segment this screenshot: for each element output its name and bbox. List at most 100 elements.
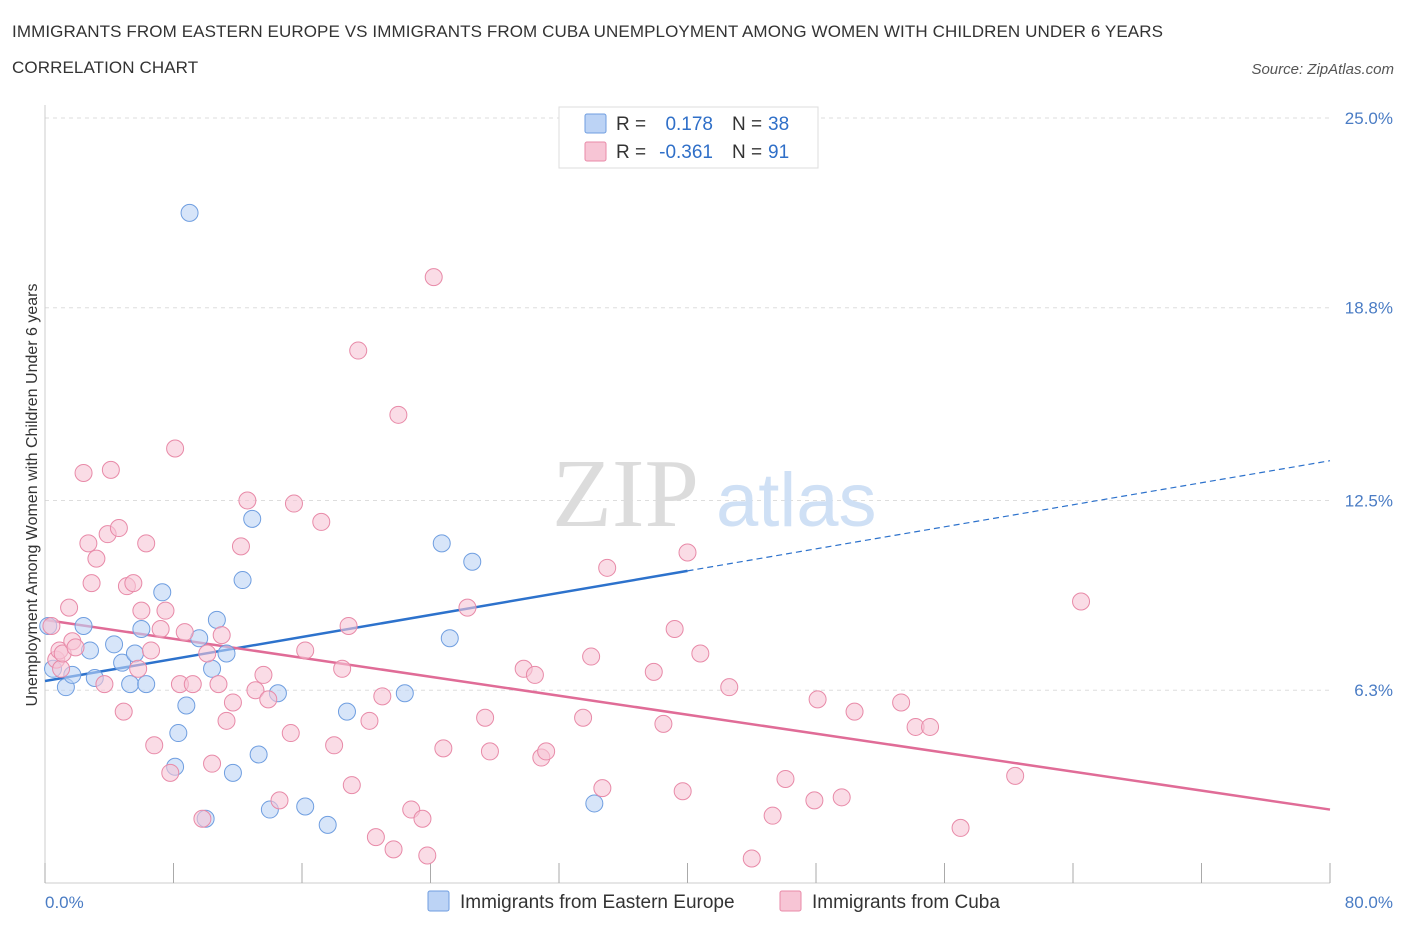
point-cuba-54 xyxy=(366,828,385,847)
trend-line-blue xyxy=(44,569,688,683)
point-eastern-europe-30 xyxy=(318,815,337,834)
point-eastern-europe-35 xyxy=(463,552,482,571)
point-cuba-20 xyxy=(132,601,151,620)
point-cuba-46 xyxy=(296,641,315,660)
chart-title: IMMIGRANTS FROM EASTERN EUROPE VS IMMIGR… xyxy=(12,22,1164,77)
point-cuba-88 xyxy=(892,693,911,712)
data-points xyxy=(39,124,1091,868)
point-eastern-europe-31 xyxy=(337,702,356,721)
point-eastern-europe-8 xyxy=(113,653,132,672)
point-cuba-38 xyxy=(231,537,250,556)
point-cuba-84 xyxy=(805,791,824,810)
point-cuba-11 xyxy=(87,549,106,568)
point-cuba-40 xyxy=(246,681,265,700)
point-cuba-44 xyxy=(281,724,300,743)
point-cuba-47 xyxy=(312,512,331,531)
point-eastern-europe-24 xyxy=(233,571,252,590)
point-cuba-22 xyxy=(142,641,161,660)
legend-n-label-2: N = xyxy=(732,142,762,163)
point-cuba-12 xyxy=(95,675,114,694)
chart-source: Source: ZipAtlas.com xyxy=(1251,61,1394,78)
point-cuba-3 xyxy=(52,659,71,678)
point-eastern-europe-34 xyxy=(440,629,459,648)
x-axis-ticks xyxy=(44,863,1331,883)
point-cuba-41 xyxy=(254,665,273,684)
point-cuba-7 xyxy=(66,638,85,657)
y-axis-label: Unemployment Among Women with Children U… xyxy=(24,283,41,706)
trend-line-blue-projection xyxy=(687,460,1331,572)
watermark-atlas: atlas xyxy=(716,458,877,543)
point-eastern-europe-16 xyxy=(177,696,196,715)
point-cuba-24 xyxy=(151,620,170,639)
point-cuba-57 xyxy=(389,405,408,424)
legend-n-label-1: N = xyxy=(732,114,762,135)
point-cuba-32 xyxy=(198,644,217,663)
legend-swatch-blue xyxy=(584,113,607,134)
point-eastern-europe-22 xyxy=(217,644,236,663)
point-cuba-82 xyxy=(763,806,782,825)
legend-r-label-2: R = xyxy=(616,142,646,163)
point-cuba-25 xyxy=(156,601,175,620)
point-eastern-europe-26 xyxy=(249,745,268,764)
point-cuba-63 xyxy=(458,598,477,617)
point-eastern-europe-15 xyxy=(169,724,188,743)
point-cuba-8 xyxy=(74,463,93,482)
gridlines xyxy=(45,117,1330,691)
point-eastern-europe-23 xyxy=(223,763,242,782)
point-cuba-36 xyxy=(217,711,236,730)
point-cuba-48 xyxy=(325,736,344,755)
point-eastern-europe-7 xyxy=(105,635,124,654)
x-tick-label-max: 80.0% xyxy=(1345,893,1393,912)
point-cuba-76 xyxy=(665,620,684,639)
trend-lines xyxy=(44,460,1331,811)
point-cuba-33 xyxy=(203,754,222,773)
point-cuba-67 xyxy=(525,665,544,684)
point-eastern-europe-9 xyxy=(121,675,140,694)
series-legend-label-blue: Immigrants from Eastern Europe xyxy=(460,892,735,913)
correlation-legend: R = 0.178 N = 38 R = -0.361 N = 91 xyxy=(558,106,819,169)
point-eastern-europe-29 xyxy=(296,797,315,816)
point-cuba-56 xyxy=(384,840,403,859)
point-cuba-73 xyxy=(598,558,617,577)
point-cuba-23 xyxy=(145,736,164,755)
point-cuba-19 xyxy=(129,659,148,678)
watermark-zip: ZIP xyxy=(552,440,699,548)
point-eastern-europe-13 xyxy=(153,583,172,602)
point-cuba-64 xyxy=(476,708,495,727)
point-cuba-16 xyxy=(114,702,133,721)
point-cuba-60 xyxy=(418,846,437,865)
point-cuba-37 xyxy=(223,693,242,712)
y-tick-labels: 25.0% 18.8% 12.5% 6.3% xyxy=(1345,109,1393,700)
point-cuba-39 xyxy=(238,491,257,510)
series-legend-label-pink: Immigrants from Cuba xyxy=(812,892,1000,913)
point-cuba-77 xyxy=(673,782,692,801)
point-cuba-78 xyxy=(678,543,697,562)
legend-swatch-pink xyxy=(584,141,607,162)
point-cuba-75 xyxy=(654,714,673,733)
point-cuba-74 xyxy=(644,662,663,681)
point-cuba-79 xyxy=(691,644,710,663)
point-eastern-europe-20 xyxy=(203,659,222,678)
point-cuba-87 xyxy=(845,702,864,721)
point-cuba-92 xyxy=(1006,766,1025,785)
point-cuba-53 xyxy=(360,711,379,730)
point-cuba-61 xyxy=(424,268,443,287)
point-cuba-34 xyxy=(209,675,228,694)
y-tick-label-2: 12.5% xyxy=(1345,492,1393,511)
point-cuba-71 xyxy=(582,647,601,666)
point-cuba-35 xyxy=(212,626,231,645)
point-cuba-86 xyxy=(832,788,851,807)
point-cuba-65 xyxy=(480,742,499,761)
legend-r-value-2: -0.361 xyxy=(659,142,713,163)
point-cuba-80 xyxy=(720,678,739,697)
point-cuba-29 xyxy=(175,623,194,642)
point-cuba-51 xyxy=(342,776,361,795)
point-eastern-europe-12 xyxy=(137,675,156,694)
point-eastern-europe-17 xyxy=(180,203,199,222)
point-cuba-5 xyxy=(60,598,79,617)
point-cuba-91 xyxy=(951,818,970,837)
point-cuba-0 xyxy=(42,616,61,635)
series-legend-swatch-blue xyxy=(427,890,450,912)
series-legend-swatch-pink xyxy=(779,890,802,912)
